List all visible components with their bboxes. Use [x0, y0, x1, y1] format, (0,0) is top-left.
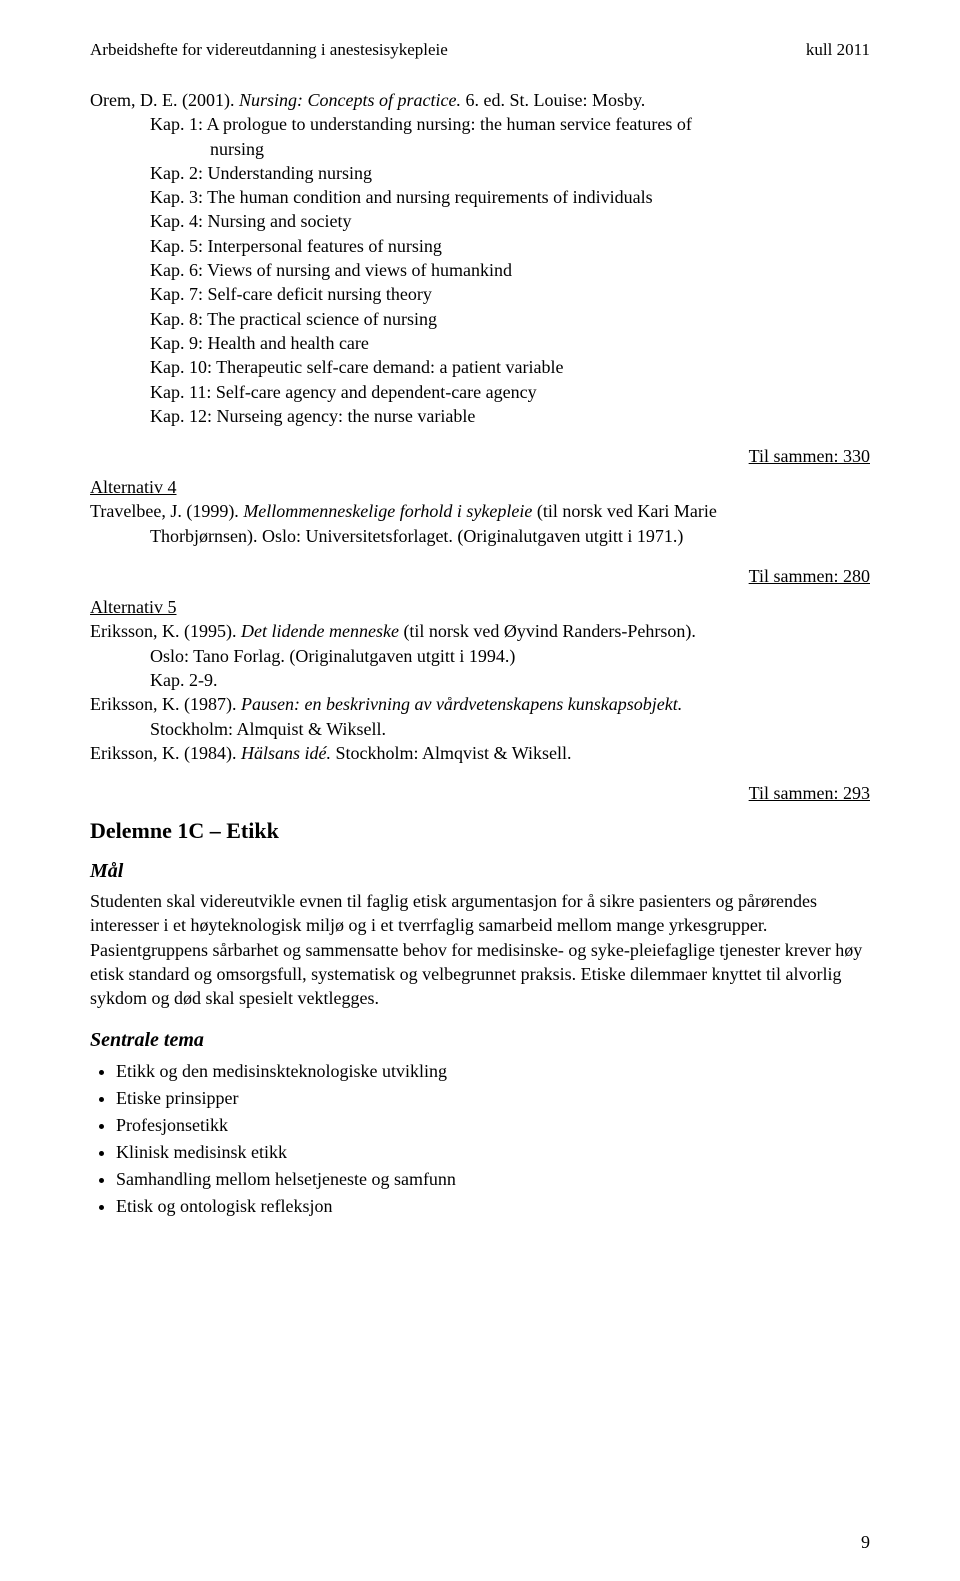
kap-4: Kap. 4: Nursing and society	[90, 209, 870, 233]
alt4-suffix: (til norsk ved Kari Marie	[532, 501, 716, 521]
alt4-title: Mellommenneskelige forhold i sykepleie	[243, 501, 532, 521]
page-number: 9	[861, 1532, 870, 1553]
header-right: kull 2011	[806, 40, 870, 60]
kap-1b: nursing	[90, 137, 870, 161]
list-item: Samhandling mellom helsetjeneste og samf…	[116, 1166, 870, 1193]
kap-6: Kap. 6: Views of nursing and views of hu…	[90, 258, 870, 282]
mal-heading: Mål	[90, 860, 870, 883]
e3-suffix: Stockholm: Almqvist & Wiksell.	[331, 743, 571, 763]
orem-prefix: Orem, D. E. (2001).	[90, 90, 239, 110]
e1-prefix: Eriksson, K. (1995).	[90, 621, 241, 641]
list-item: Profesjonsetikk	[116, 1112, 870, 1139]
page-header: Arbeidshefte for videreutdanning i anest…	[90, 40, 870, 60]
alt5-e1-kap: Kap. 2-9.	[90, 668, 870, 692]
kap-12: Kap. 12: Nurseing agency: the nurse vari…	[90, 404, 870, 428]
alt4-line1: Travelbee, J. (1999). Mellommenneskelige…	[90, 499, 870, 523]
page-container: Arbeidshefte for videreutdanning i anest…	[0, 0, 960, 1581]
kap-2: Kap. 2: Understanding nursing	[90, 161, 870, 185]
e2-prefix: Eriksson, K. (1987).	[90, 694, 241, 714]
orem-citation: Orem, D. E. (2001). Nursing: Concepts of…	[90, 88, 870, 112]
kap-11: Kap. 11: Self-care agency and dependent-…	[90, 380, 870, 404]
kap-3: Kap. 3: The human condition and nursing …	[90, 185, 870, 209]
kap-5: Kap. 5: Interpersonal features of nursin…	[90, 234, 870, 258]
delemne-heading: Delemne 1C – Etikk	[90, 818, 870, 844]
alt5-e1-line1: Eriksson, K. (1995). Det lidende mennesk…	[90, 619, 870, 643]
total-280: Til sammen: 280	[90, 566, 870, 587]
kap-1a: Kap. 1: A prologue to understanding nurs…	[90, 112, 870, 136]
header-left: Arbeidshefte for videreutdanning i anest…	[90, 40, 448, 60]
alt4-block: Alternativ 4 Travelbee, J. (1999). Mello…	[90, 475, 870, 548]
list-item: Etisk og ontologisk refleksjon	[116, 1193, 870, 1220]
kap-10: Kap. 10: Therapeutic self-care demand: a…	[90, 355, 870, 379]
orem-suffix: 6. ed. St. Louise: Mosby.	[461, 90, 645, 110]
alt5-e1-line2: Oslo: Tano Forlag. (Originalutgaven utgi…	[90, 644, 870, 668]
e1-suffix: (til norsk ved Øyvind Randers-Pehrson).	[399, 621, 696, 641]
mal-body: Studenten skal videreutvikle evnen til f…	[90, 889, 870, 1010]
kap-8: Kap. 8: The practical science of nursing	[90, 307, 870, 331]
e3-title: Hälsans idé.	[241, 743, 331, 763]
alt5-e2-line1: Eriksson, K. (1987). Pausen: en beskrivn…	[90, 692, 870, 716]
alt4-prefix: Travelbee, J. (1999).	[90, 501, 243, 521]
list-item: Klinisk medisinsk etikk	[116, 1139, 870, 1166]
tema-list: Etikk og den medisinskteknologiske utvik…	[90, 1058, 870, 1220]
alt5-e2-line2: Stockholm: Almquist & Wiksell.	[90, 717, 870, 741]
tema-heading: Sentrale tema	[90, 1029, 870, 1052]
alt5-e3: Eriksson, K. (1984). Hälsans idé. Stockh…	[90, 741, 870, 765]
kap-7: Kap. 7: Self-care deficit nursing theory	[90, 282, 870, 306]
alt5-block: Alternativ 5 Eriksson, K. (1995). Det li…	[90, 595, 870, 765]
alt4-line2: Thorbjørnsen). Oslo: Universitetsforlage…	[90, 524, 870, 548]
e2-title: Pausen: en beskrivning av vårdvetenskape…	[241, 694, 682, 714]
e1-title: Det lidende menneske	[241, 621, 399, 641]
total-293: Til sammen: 293	[90, 783, 870, 804]
alt4-heading: Alternativ 4	[90, 475, 870, 499]
orem-title: Nursing: Concepts of practice.	[239, 90, 461, 110]
kap-9: Kap. 9: Health and health care	[90, 331, 870, 355]
orem-block: Orem, D. E. (2001). Nursing: Concepts of…	[90, 88, 870, 428]
list-item: Etiske prinsipper	[116, 1085, 870, 1112]
list-item: Etikk og den medisinskteknologiske utvik…	[116, 1058, 870, 1085]
alt5-heading: Alternativ 5	[90, 595, 870, 619]
total-330: Til sammen: 330	[90, 446, 870, 467]
e3-prefix: Eriksson, K. (1984).	[90, 743, 241, 763]
